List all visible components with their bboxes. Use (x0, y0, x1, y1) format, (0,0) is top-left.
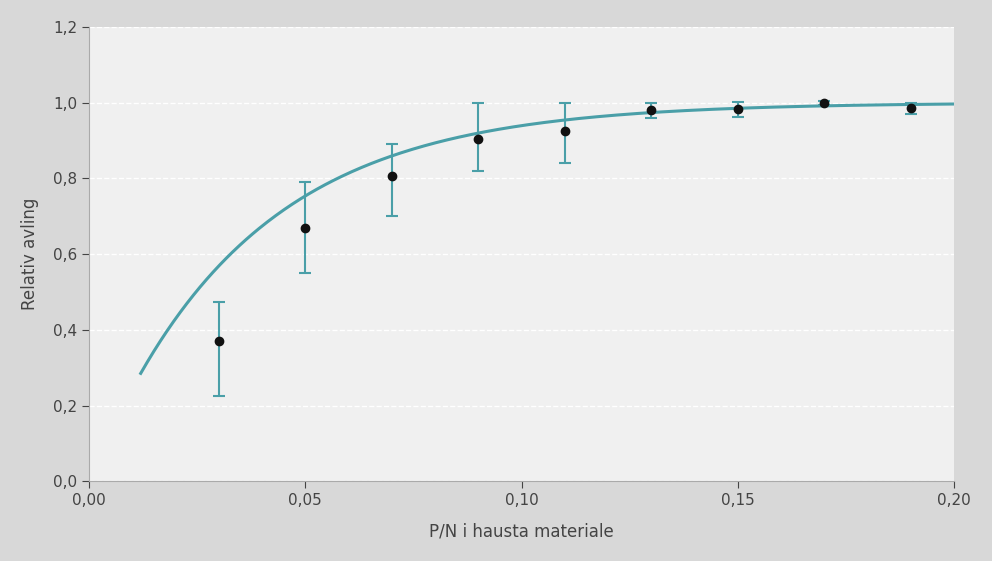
Point (903, 104, 919, 113)
X-axis label: P/N i hausta materiale: P/N i hausta materiale (430, 522, 614, 540)
Point (470, 134, 486, 143)
Point (384, 172, 400, 181)
Point (730, 105, 746, 114)
Point (816, 99, 832, 108)
Y-axis label: Relativ avling: Relativ avling (21, 198, 39, 310)
Point (557, 127, 572, 136)
Point (210, 337, 226, 346)
Point (644, 105, 660, 114)
Point (298, 223, 313, 232)
